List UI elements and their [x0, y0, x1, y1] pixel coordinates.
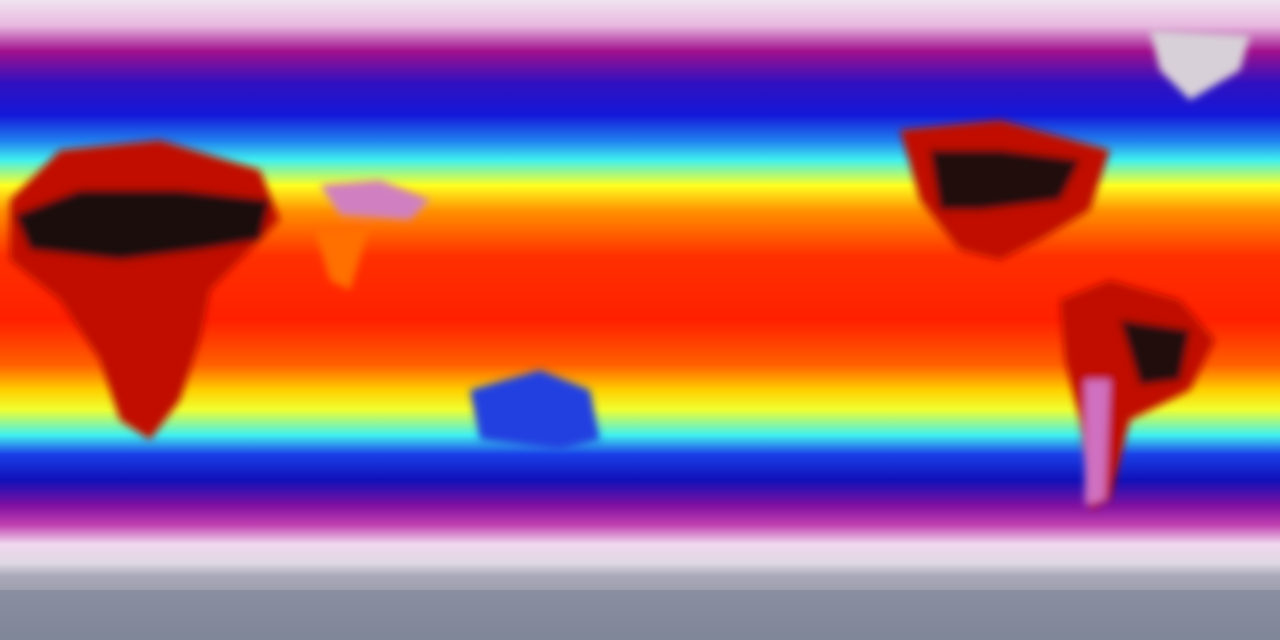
greenland-ice [1150, 30, 1250, 100]
tibetan-plateau [320, 180, 430, 220]
australia-landmass [470, 370, 600, 450]
andes-cold-strip [1085, 380, 1110, 505]
antarctica [0, 590, 1280, 640]
north-america-hot-region [930, 150, 1080, 210]
sahara-desert [15, 190, 270, 260]
india-landmass [315, 225, 370, 290]
amazon-hot-region [1120, 320, 1190, 385]
